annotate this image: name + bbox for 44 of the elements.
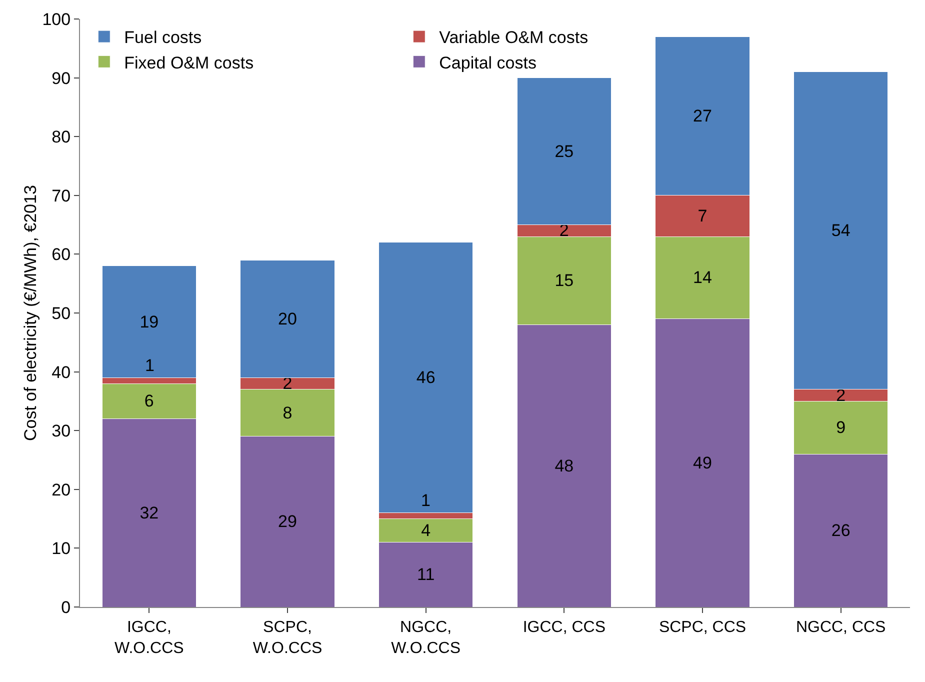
- data-label: 2: [836, 386, 846, 405]
- x-tick-label: NGCC, W.O.CCS: [391, 619, 460, 657]
- legend-label: Capital costs: [439, 53, 536, 72]
- data-label: 19: [140, 312, 159, 332]
- x-tick-label: NGCC, CCS: [796, 619, 886, 636]
- data-label: 7: [698, 206, 708, 226]
- data-label: 8: [282, 403, 292, 422]
- data-label: 29: [278, 512, 297, 532]
- y-tick-label: 100: [42, 10, 71, 29]
- x-tick-label: IGCC, CCS: [522, 619, 606, 636]
- legend-label: Fuel costs: [124, 28, 202, 48]
- y-tick-label: 80: [52, 128, 71, 147]
- data-label: 14: [693, 268, 712, 288]
- data-label: 1: [421, 491, 430, 510]
- legend-label: Fixed O&M costs: [124, 53, 254, 72]
- data-label: 20: [278, 309, 297, 328]
- y-tick-label: 10: [52, 539, 71, 558]
- data-label: 4: [421, 521, 431, 540]
- data-label: 49: [693, 453, 712, 472]
- data-label: 11: [417, 565, 435, 584]
- y-axis-title: Cost of electricity (€/MWh), €2013: [21, 184, 40, 442]
- data-label: 46: [416, 368, 436, 388]
- x-tick-label: IGCC, W.O.CCS: [114, 619, 184, 657]
- legend-label: Variable O&M costs: [439, 28, 588, 48]
- data-label: 9: [836, 418, 846, 438]
- y-tick-label: 30: [52, 422, 71, 441]
- y-tick-label: 50: [52, 304, 71, 323]
- data-label: 27: [693, 106, 712, 126]
- data-label: 48: [554, 456, 574, 476]
- y-tick-label: 0: [61, 598, 71, 617]
- y-tick-label: 40: [52, 362, 71, 382]
- y-tick-label: 90: [52, 68, 71, 88]
- data-label: 1: [145, 356, 154, 375]
- data-label: 25: [554, 142, 574, 161]
- y-tick-label: 20: [52, 480, 71, 500]
- data-label: 26: [831, 521, 850, 540]
- y-tick-label: 60: [52, 245, 71, 264]
- x-tick-label: SCPC, CCS: [658, 619, 746, 636]
- data-label: 54: [831, 221, 850, 240]
- data-label: 32: [140, 503, 159, 522]
- x-tick-label: SCPC, W.O.CCS: [252, 619, 322, 657]
- data-label: 6: [144, 392, 154, 411]
- data-label: 15: [554, 271, 574, 290]
- y-tick-label: 70: [52, 186, 71, 206]
